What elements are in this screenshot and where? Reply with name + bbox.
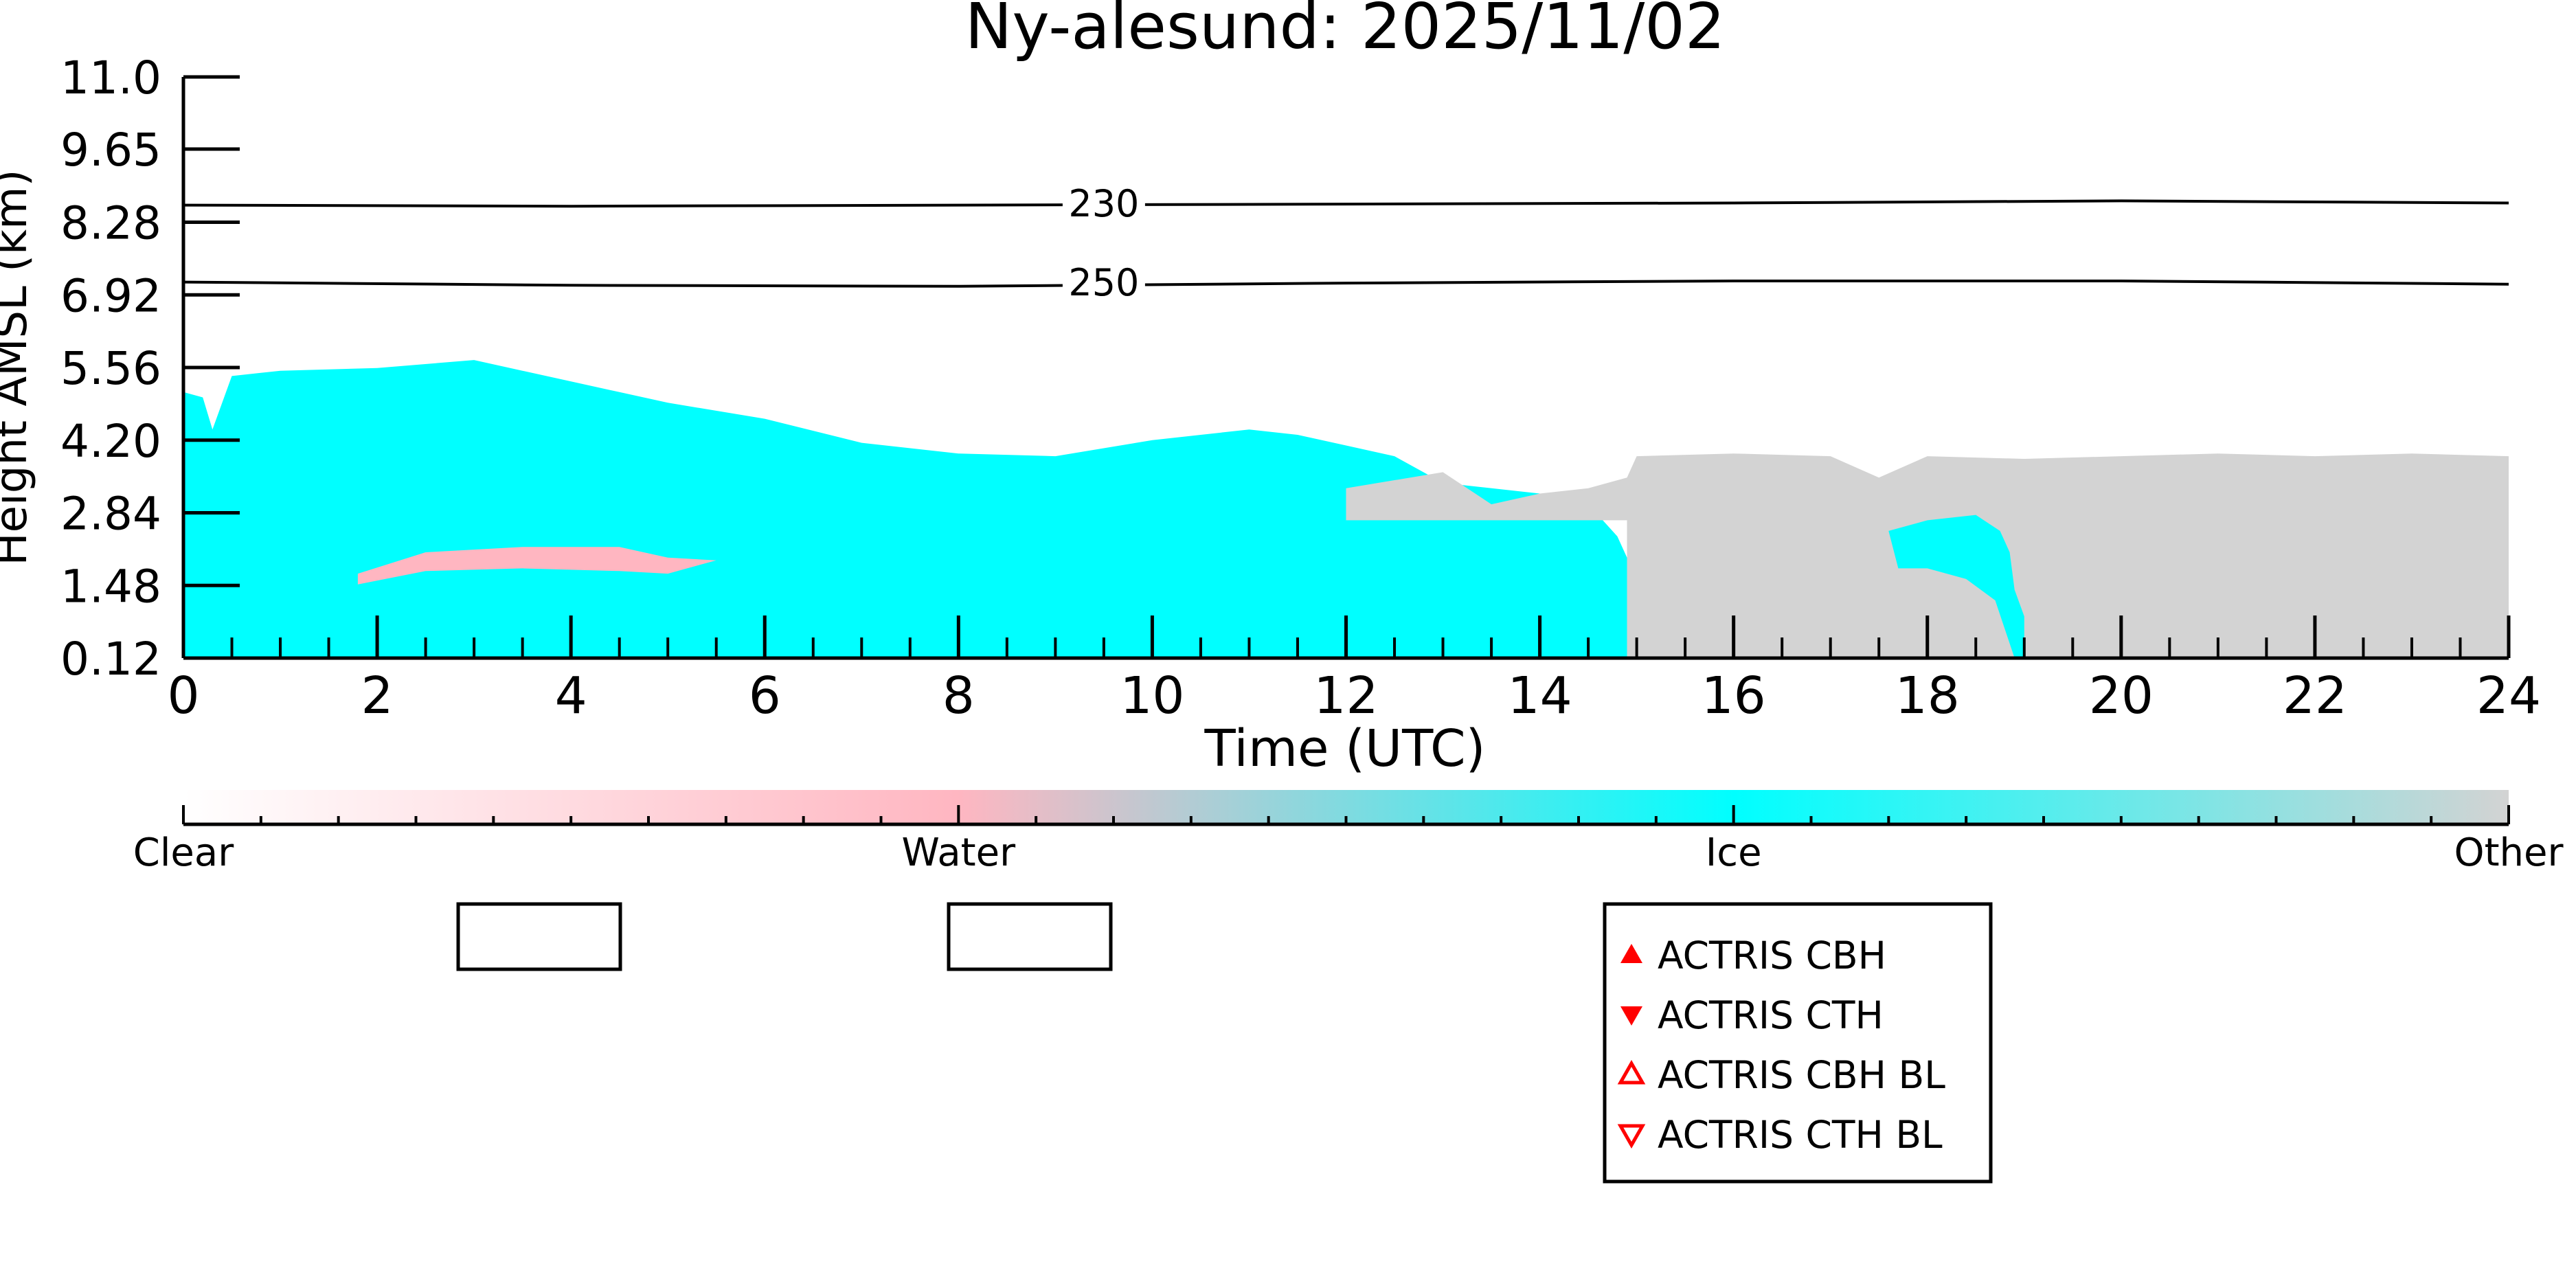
y-tick-label: 8.28: [60, 197, 161, 250]
legend-label: ACTRIS CBH BL: [1658, 1053, 1945, 1097]
region-ice-1: [183, 360, 1627, 658]
legend-marker-triangle-up-filled: [1620, 944, 1642, 963]
region-other-4: [1346, 472, 1627, 521]
contour-label-gap-230: [1062, 183, 1145, 225]
x-tick-label: 2: [361, 666, 394, 725]
y-tick-label: 6.92: [60, 269, 161, 322]
legend-label: ACTRIS CTH BL: [1658, 1113, 1943, 1157]
x-tick-label: 14: [1507, 666, 1572, 725]
colorbar-label-clear: Clear: [133, 831, 234, 875]
empty-legend-box-1: [456, 902, 622, 971]
colorbar-label-ice: Ice: [1706, 831, 1762, 875]
legend-marker-triangle-down-filled: [1620, 1006, 1642, 1026]
contour-label-250: 250: [1068, 261, 1139, 304]
legend-frame: [1603, 902, 1993, 1184]
colorbar-label-water: Water: [902, 831, 1017, 875]
y-tick-label: 11.0: [60, 52, 161, 104]
x-tick-label: 20: [2089, 666, 2154, 725]
plot-regions: [183, 360, 2509, 658]
contour-line-250: [183, 280, 2509, 288]
x-tick-label: 4: [555, 666, 587, 725]
y-tick-label: 1.48: [60, 560, 161, 613]
empty-legend-box-2: [947, 902, 1113, 971]
x-tick-label: 24: [2476, 666, 2541, 725]
legend-label: ACTRIS CTH: [1658, 993, 1884, 1037]
x-tick-label: 8: [942, 666, 975, 725]
x-tick-label: 22: [2283, 666, 2347, 725]
x-tick-label: 6: [749, 666, 781, 725]
x-tick-label: 10: [1120, 666, 1184, 725]
contour-label-230: 230: [1068, 182, 1139, 225]
x-tick-label: 18: [1895, 666, 1960, 725]
contour-line-230: [183, 199, 2509, 208]
y-tick-label: 9.65: [60, 124, 161, 177]
colorbar-label-other: Other: [2454, 831, 2564, 875]
region-water-2: [357, 547, 716, 585]
y-axis-label: Height AMSL (km): [0, 170, 37, 566]
y-tick-label: 2.84: [60, 488, 161, 541]
y-tick-label: 0.12: [60, 633, 161, 686]
legend-marker-triangle-down-open: [1617, 1124, 1646, 1149]
plot-axes: 0 2 4 6 8 10 12 14 16 18 20 22 240.121.482.844.205.5…: [60, 52, 2541, 725]
x-tick-label: 0: [167, 666, 199, 725]
region-ice-5: [1888, 515, 2024, 658]
y-tick-label: 5.56: [60, 342, 161, 395]
actris-legend: ACTRIS CBH ACTRIS CTH ACTRIS CBH BL ACTRIS …: [1603, 902, 1993, 1184]
contour-label-gap-250: [1062, 262, 1145, 304]
legend-marker-triangle-up-open: [1617, 1059, 1646, 1085]
x-axis-label: Time (UTC): [1204, 719, 1485, 778]
chart-title: Ny-alesund: 2025/11/02: [965, 0, 1726, 63]
y-tick-label: 4.20: [60, 415, 161, 468]
region-other-3: [1627, 453, 2509, 658]
x-tick-label: 12: [1313, 666, 1378, 725]
classification-colorbar: Clear Water Ice Other: [133, 790, 2564, 875]
x-tick-label: 16: [1702, 666, 1766, 725]
legend-label: ACTRIS CBH: [1658, 934, 1886, 978]
temperature-contours: 230 250: [183, 182, 2509, 304]
